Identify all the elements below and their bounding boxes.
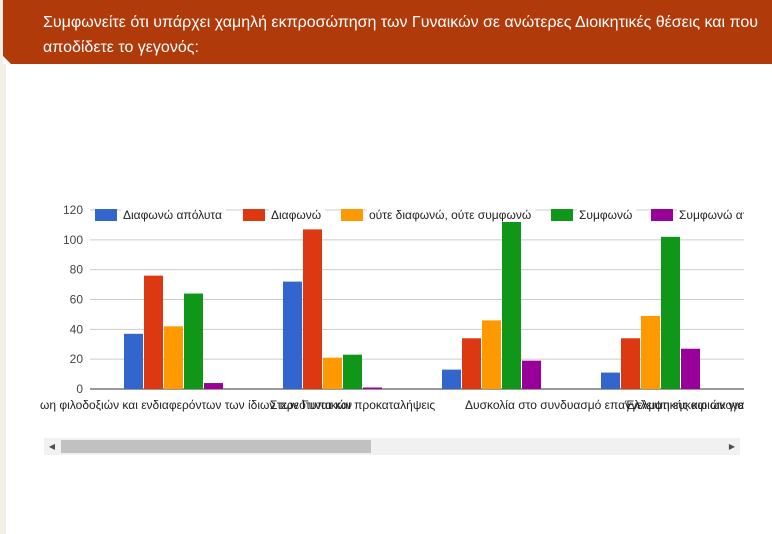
legend-swatch <box>551 209 573 221</box>
x-category-label: Στερεότυπα και προκαταλήψεις <box>270 398 435 412</box>
legend-swatch <box>651 209 673 221</box>
legend-label: Διαφωνώ απόλυτα <box>123 208 222 222</box>
x-category-label: ωη φιλοδοξιών και ενδιαφερόντων των ίδιω… <box>40 398 352 412</box>
legend-label-bg <box>577 208 637 222</box>
horizontal-scrollbar[interactable]: ◀ ▶ <box>44 438 740 455</box>
legend-label-bg <box>677 208 744 222</box>
question-title: Συμφωνείτε ότι υπάρχει χαμηλή εκπροσώπησ… <box>43 14 758 56</box>
header-fold <box>3 56 11 64</box>
bar-2-1 <box>144 275 163 389</box>
bar-2-4 <box>621 338 640 389</box>
legend-label: Συμφωνώ απόλυτα <box>679 208 744 222</box>
bar-2-3 <box>462 338 481 389</box>
bar-4-4 <box>661 236 680 389</box>
legend-swatch <box>243 209 265 221</box>
chart-container: 0 20 40 60 80 100 120 Διαφωνώ απόλυτα Διαφωνώ ούτ… <box>40 195 744 425</box>
y-tick-label: 120 <box>63 203 83 217</box>
bar-4-1 <box>184 293 203 389</box>
legend-label: Διαφωνώ <box>271 208 321 222</box>
y-tick-label: 100 <box>63 233 83 247</box>
legend-label-bg <box>121 208 226 222</box>
legend-swatch <box>95 209 117 221</box>
bar-2-2 <box>303 229 322 389</box>
bar-chart: 0 20 40 60 80 100 120 Διαφωνώ απόλυτα Διαφωνώ ούτ… <box>40 203 744 412</box>
bar-4-2 <box>343 354 362 389</box>
x-category-label: Έλλειψη ευκαιριών για εκπαίδευση και ανά… <box>624 398 744 412</box>
bar-1-1 <box>124 333 143 389</box>
y-tick-label: 20 <box>70 352 84 366</box>
y-tick-label: 40 <box>70 322 84 336</box>
bar-5-2 <box>363 387 382 389</box>
bar-5-4 <box>681 348 700 389</box>
scroll-left-arrow-icon[interactable]: ◀ <box>48 442 56 451</box>
bar-3-1 <box>164 326 183 389</box>
legend-label-bg <box>269 208 326 222</box>
x-category-label: Δυσκολία στο συνδυασμό επαγγελματικής κα… <box>465 398 744 412</box>
legend-swatch <box>341 209 363 221</box>
legend-label-bg <box>367 208 536 222</box>
legend-label: ούτε διαφωνώ, ούτε συμφωνώ <box>369 208 531 222</box>
scroll-right-arrow-icon[interactable]: ▶ <box>728 442 736 451</box>
left-border <box>0 0 6 534</box>
bar-1-3 <box>442 369 461 389</box>
bar-3-4 <box>641 315 660 389</box>
bar-3-2 <box>323 357 342 389</box>
question-header: Συμφωνείτε ότι υπάρχει χαμηλή εκπροσώπησ… <box>3 0 772 64</box>
y-tick-label: 80 <box>70 263 84 277</box>
scroll-thumb[interactable] <box>61 440 371 453</box>
y-tick-label: 0 <box>76 382 83 396</box>
legend-label: Συμφωνώ <box>579 208 632 222</box>
bar-5-3 <box>522 360 541 389</box>
bar-3-3 <box>482 320 501 389</box>
bar-1-2 <box>283 281 302 389</box>
bar-4-3 <box>502 221 521 389</box>
y-tick-label: 60 <box>70 293 84 307</box>
bar-1-4 <box>601 372 620 389</box>
bar-5-1 <box>204 383 223 389</box>
